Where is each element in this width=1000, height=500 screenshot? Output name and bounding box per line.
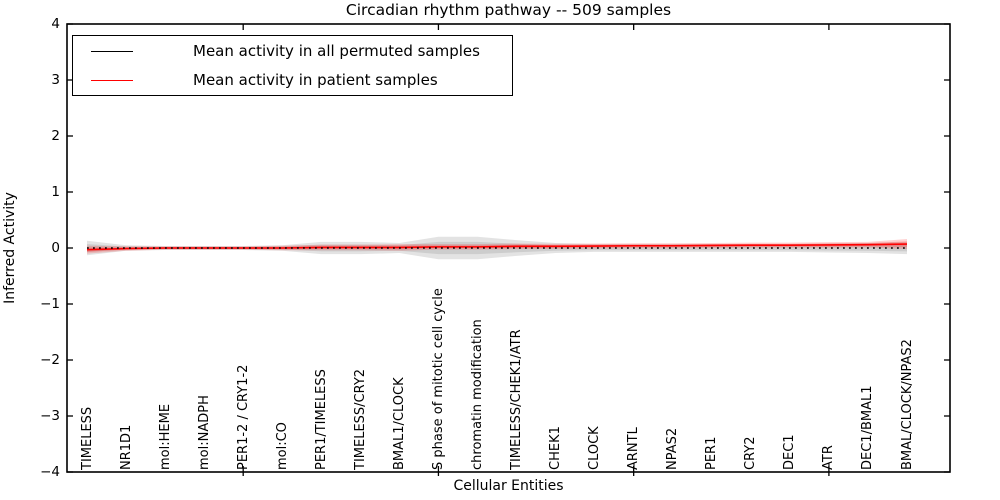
x-category-label: mol:HEME: [157, 403, 173, 470]
x-category-label: mol:CO: [274, 422, 290, 470]
legend-item-permuted: Mean activity in all permuted samples: [73, 37, 512, 66]
legend-line-sample-black: [91, 50, 133, 52]
y-tick-label: −3: [40, 407, 60, 424]
y-tick-label: 0: [51, 239, 60, 256]
x-category-label: chromatin modification: [469, 319, 485, 470]
x-category-label: mol:NADPH: [196, 395, 212, 470]
x-category-label: CRY2: [743, 436, 759, 471]
std-band-inner: [87, 241, 907, 255]
x-category-label: DEC1: [782, 434, 798, 470]
x-axis-label: Cellular Entities: [453, 478, 564, 494]
x-category-label: ARNTL: [626, 427, 642, 470]
legend-label-patient: Mean activity in patient samples: [193, 71, 438, 89]
x-category-label: ATR: [821, 445, 837, 470]
x-category-label: NPAS2: [665, 427, 681, 470]
y-tick-label: 3: [51, 71, 60, 88]
y-tick-label: −4: [40, 463, 60, 480]
patient-mean-line: [86, 243, 908, 251]
x-category-label: PER1/TIMELESS: [313, 369, 329, 470]
legend-label-permuted: Mean activity in all permuted samples: [193, 42, 480, 60]
x-category-label: TIMELESS: [79, 406, 95, 470]
x-category-label: NR1D1: [118, 424, 134, 470]
legend-line-sample-red: [91, 79, 133, 81]
legend-item-patient: Mean activity in patient samples: [73, 66, 512, 95]
x-category-label: PER1-2 / CRY1-2: [235, 364, 251, 470]
x-category-label: CHEK1: [548, 426, 564, 470]
x-category-label: TIMELESS/CHEK1/ATR: [509, 329, 525, 470]
y-tick-label: 2: [51, 127, 60, 144]
x-category-label: CLOCK: [587, 426, 603, 470]
y-tick-label: −1: [40, 295, 60, 312]
x-category-label: BMAL1/CLOCK: [391, 377, 407, 470]
x-category-label: BMAL/CLOCK/NPAS2: [899, 339, 915, 470]
x-category-label: S phase of mitotic cell cycle: [430, 288, 446, 470]
y-tick-label: 1: [51, 183, 60, 200]
chart-title: Circadian rhythm pathway -- 509 samples: [345, 1, 672, 19]
x-category-label: DEC1/BMAL1: [860, 385, 876, 471]
x-category-label: PER1: [704, 436, 720, 470]
std-band-outer: [87, 236, 907, 260]
y-tick-label: −2: [40, 351, 60, 368]
legend: Mean activity in all permuted samples Me…: [72, 35, 513, 96]
x-category-label: TIMELESS/CRY2: [352, 368, 368, 470]
y-tick-label: 4: [51, 15, 60, 32]
